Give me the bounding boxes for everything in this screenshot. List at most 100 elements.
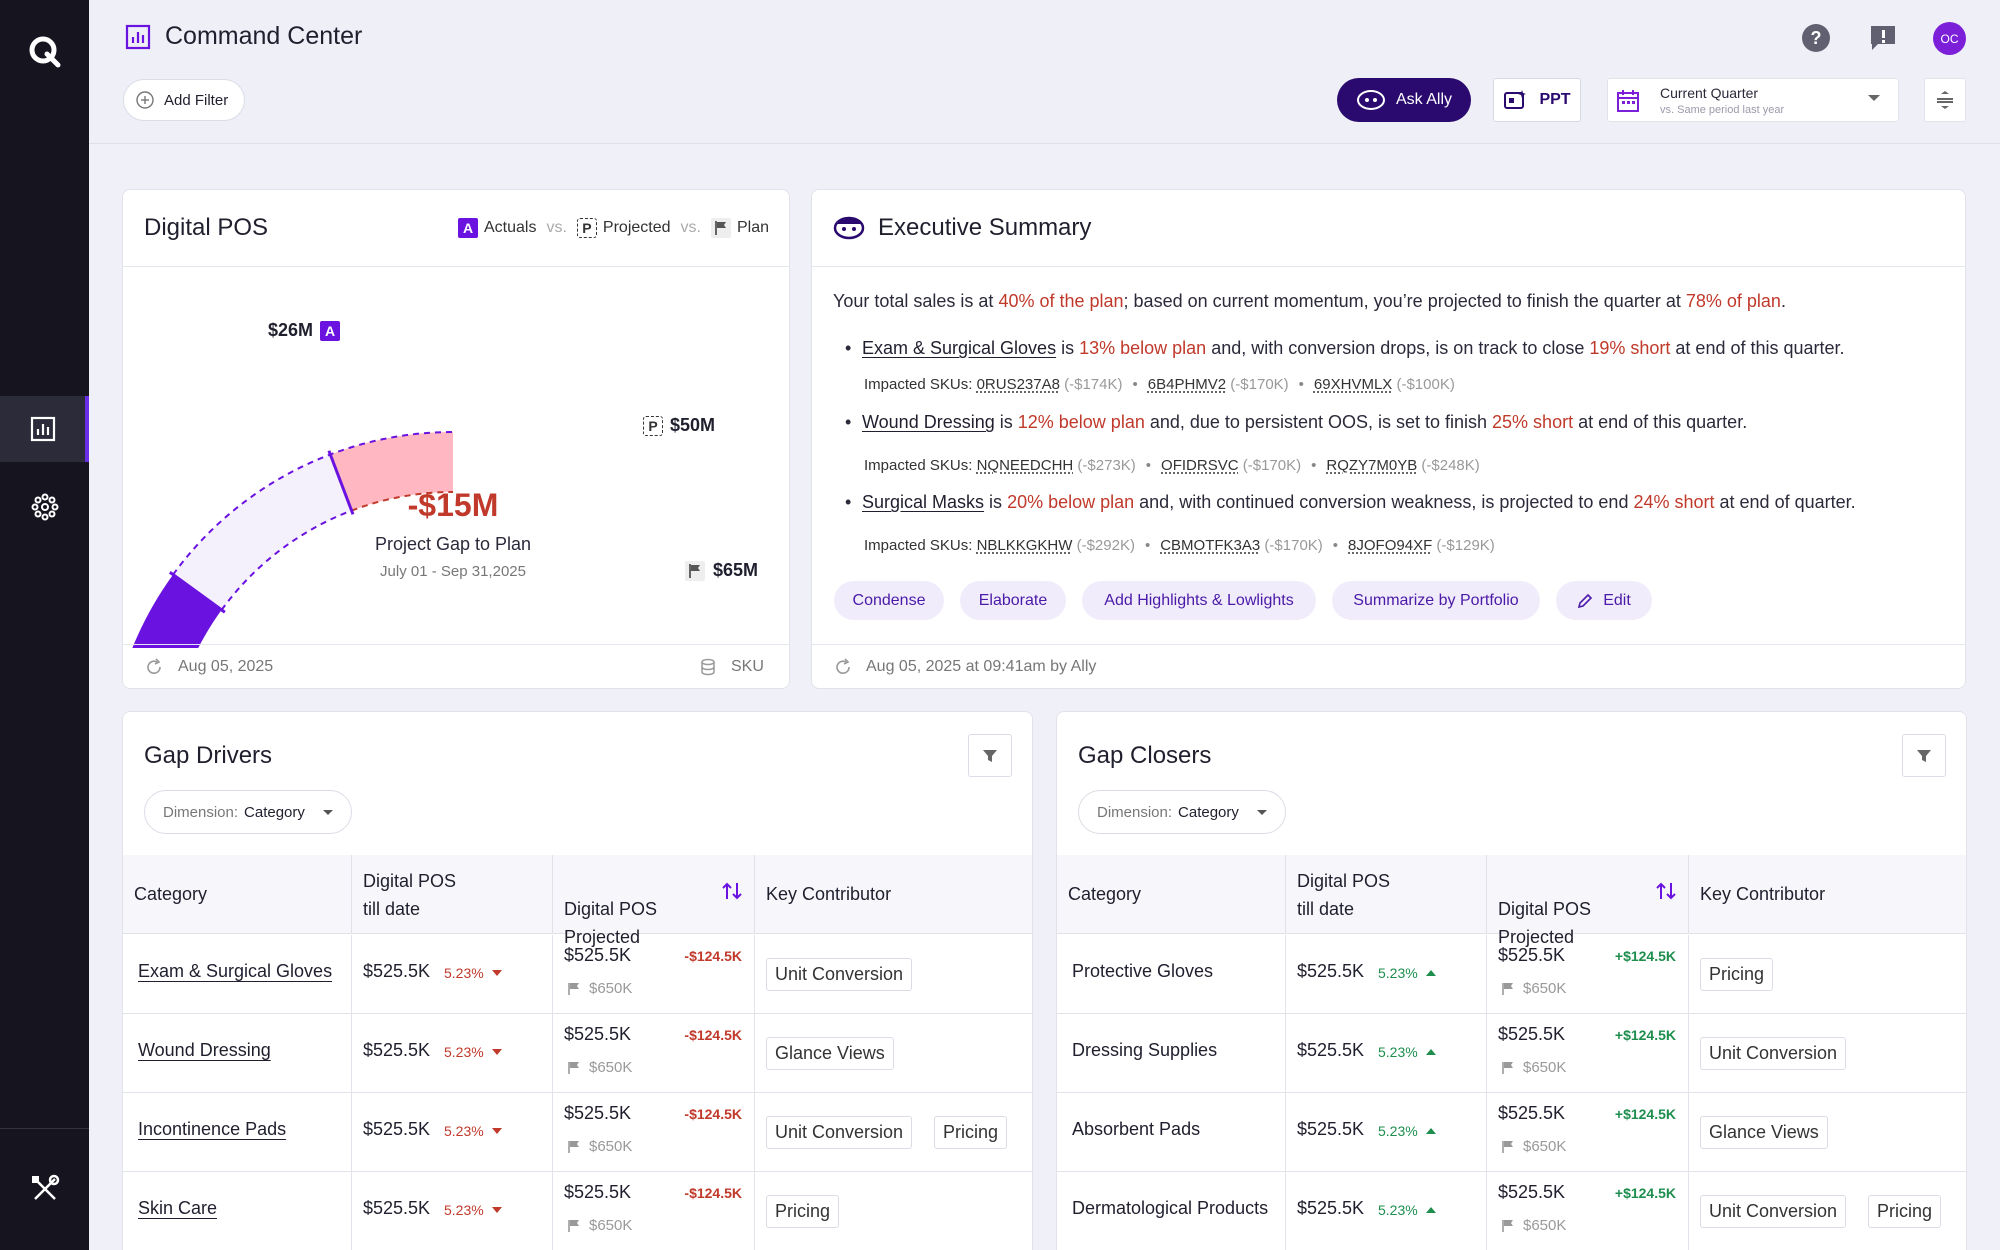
key-contributor-tag[interactable]: Unit Conversion bbox=[766, 1116, 913, 1149]
change-percent: 5.23% bbox=[1378, 1202, 1436, 1218]
plus-circle-icon bbox=[136, 91, 154, 109]
key-contributor-tag[interactable]: Glance Views bbox=[1700, 1116, 1828, 1149]
category-link[interactable]: Surgical Masks bbox=[862, 492, 985, 512]
sku-link[interactable]: 0RUS237A8 bbox=[976, 376, 1060, 393]
plan-target: $650K bbox=[567, 1217, 632, 1234]
key-contributor-tag[interactable]: Pricing bbox=[1868, 1195, 1942, 1228]
category-name: Absorbent Pads bbox=[1072, 1119, 1201, 1139]
density-settings-button[interactable] bbox=[1924, 78, 1966, 122]
highlights-button[interactable]: Add Highlights & Lowlights bbox=[1082, 581, 1316, 620]
condense-button[interactable]: Condense bbox=[834, 581, 944, 620]
sku-link[interactable]: NQNEEDCHH bbox=[976, 457, 1074, 474]
key-contributor-tag[interactable]: Unit Conversion bbox=[766, 958, 913, 991]
date-range: July 01 - Sep 31,2025 bbox=[380, 563, 526, 580]
app-logo[interactable] bbox=[25, 32, 65, 72]
legend-vs: vs. bbox=[546, 219, 567, 236]
calendar-icon bbox=[1617, 90, 1639, 112]
svg-text:?: ? bbox=[1811, 28, 1822, 48]
gap-delta: -$124.5K bbox=[684, 948, 742, 964]
gap-delta: +$124.5K bbox=[1614, 1185, 1676, 1201]
plan-target: $650K bbox=[1501, 1217, 1566, 1234]
feedback-button[interactable] bbox=[1867, 22, 1899, 54]
column-header-sortable[interactable]: Digital POS Projected bbox=[553, 855, 755, 947]
projected-cell: $525.5K +$124.5K $650K bbox=[1487, 1093, 1689, 1172]
trend-down-icon bbox=[491, 1128, 502, 1134]
till-date-value: $525.5K bbox=[1297, 1198, 1365, 1218]
sku-impact: (-$170K) bbox=[1264, 537, 1323, 554]
table-row[interactable]: Absorbent Pads $525.5K 5.23% $525.5K +$1… bbox=[1057, 1093, 1966, 1172]
change-percent: 5.23% bbox=[444, 1123, 502, 1139]
filter-button[interactable] bbox=[1902, 734, 1946, 777]
category-name[interactable]: Exam & Surgical Gloves bbox=[138, 961, 333, 981]
till-date-value: $525.5K bbox=[1297, 1040, 1365, 1060]
table-row[interactable]: Exam & Surgical Gloves $525.5K 5.23% $52… bbox=[123, 935, 1032, 1014]
projected-value: $525.5K bbox=[1498, 945, 1566, 965]
category-name[interactable]: Wound Dressing bbox=[138, 1040, 271, 1060]
table-row[interactable]: Incontinence Pads $525.5K 5.23% $525.5K … bbox=[123, 1093, 1032, 1172]
table-row[interactable]: Dermatological Products $525.5K 5.23% $5… bbox=[1057, 1172, 1966, 1250]
bullet-highlight: 24% short bbox=[1633, 492, 1715, 512]
plan-label: $65M bbox=[685, 560, 758, 581]
key-contributor-tag[interactable]: Unit Conversion bbox=[1700, 1037, 1847, 1070]
nav-network[interactable] bbox=[0, 474, 89, 540]
help-icon: ? bbox=[1802, 24, 1830, 52]
plan-value: $650K bbox=[589, 980, 633, 997]
table-row[interactable]: Dressing Supplies $525.5K 5.23% $525.5K … bbox=[1057, 1014, 1966, 1093]
change-percent: 5.23% bbox=[444, 1044, 502, 1060]
change-percent: 5.23% bbox=[1378, 1044, 1436, 1060]
gap-delta: -$124.5K bbox=[684, 1027, 742, 1043]
sku-link[interactable]: 6B4PHMV2 bbox=[1147, 376, 1227, 393]
presentation-icon bbox=[1504, 90, 1527, 109]
category-name[interactable]: Incontinence Pads bbox=[138, 1119, 287, 1139]
table-row[interactable]: Wound Dressing $525.5K 5.23% $525.5K -$1… bbox=[123, 1014, 1032, 1093]
key-contributor-tag[interactable]: Unit Conversion bbox=[1700, 1195, 1847, 1228]
plan-target: $650K bbox=[1501, 1138, 1566, 1155]
summarize-portfolio-button[interactable]: Summarize by Portfolio bbox=[1332, 581, 1540, 620]
summary-intro: Your total sales is at 40% of the plan; … bbox=[833, 288, 1945, 314]
refresh-icon bbox=[836, 658, 850, 674]
table-row[interactable]: Protective Gloves $525.5K 5.23% $525.5K … bbox=[1057, 935, 1966, 1014]
intro-highlight: 40% of the plan bbox=[998, 291, 1124, 311]
add-filter-button[interactable]: Add Filter bbox=[123, 79, 246, 121]
sku-link[interactable]: OFIDRSVC bbox=[1161, 457, 1239, 474]
sku-link[interactable]: CBMOTFK3A3 bbox=[1160, 537, 1261, 554]
key-contributor-tag[interactable]: Pricing bbox=[766, 1195, 840, 1228]
sku-link[interactable]: 69XHVMLX bbox=[1313, 376, 1393, 393]
category-name[interactable]: Skin Care bbox=[138, 1198, 218, 1218]
sku-link[interactable]: NBLKKGKHW bbox=[976, 537, 1073, 554]
sort-icon[interactable] bbox=[1656, 881, 1676, 901]
elaborate-button[interactable]: Elaborate bbox=[960, 581, 1066, 620]
dimension-select[interactable]: Dimension: Category bbox=[144, 790, 352, 834]
column-header-sortable[interactable]: Digital POS Projected bbox=[1487, 855, 1689, 947]
sort-icon[interactable] bbox=[722, 881, 742, 901]
ask-ally-button[interactable]: Ask Ally bbox=[1337, 78, 1471, 122]
dimension-select[interactable]: Dimension: Category bbox=[1078, 790, 1286, 834]
category-link[interactable]: Exam & Surgical Gloves bbox=[862, 338, 1057, 358]
till-date-cell: $525.5K 5.23% bbox=[1286, 1093, 1487, 1172]
filter-button[interactable] bbox=[968, 734, 1012, 777]
edit-button[interactable]: Edit bbox=[1556, 581, 1652, 620]
chevron-down-icon bbox=[1256, 809, 1267, 815]
table-row[interactable]: Skin Care $525.5K 5.23% $525.5K -$124.5K… bbox=[123, 1172, 1032, 1250]
till-date-cell: $525.5K 5.23% bbox=[352, 1172, 553, 1250]
category-cell: Dressing Supplies bbox=[1057, 1014, 1286, 1093]
key-contributor-tag[interactable]: Pricing bbox=[934, 1116, 1008, 1149]
column-header: Category bbox=[123, 855, 352, 934]
key-contributor-tag[interactable]: Pricing bbox=[1700, 958, 1774, 991]
projected-value: $525.5K bbox=[564, 1182, 632, 1202]
chevron-down-icon bbox=[322, 809, 333, 815]
sku-link[interactable]: RQZY7M0YB bbox=[1326, 457, 1418, 474]
nav-tools[interactable] bbox=[0, 1156, 89, 1222]
separator-dot: • bbox=[1311, 457, 1317, 474]
key-contributor-tag[interactable]: Glance Views bbox=[766, 1037, 894, 1070]
category-link[interactable]: Wound Dressing bbox=[862, 412, 995, 432]
ppt-button[interactable]: PPT bbox=[1493, 78, 1581, 122]
period-select[interactable]: Current Quarter vs. Same period last yea… bbox=[1607, 78, 1899, 122]
help-button[interactable]: ? bbox=[1800, 22, 1832, 54]
user-avatar[interactable]: OC bbox=[1933, 22, 1966, 55]
category-cell: Dermatological Products bbox=[1057, 1172, 1286, 1250]
flag-icon bbox=[568, 1140, 579, 1153]
projection-inner-arc bbox=[220, 509, 352, 611]
nav-dashboard[interactable] bbox=[0, 396, 89, 462]
sku-link[interactable]: 8JOFO94XF bbox=[1348, 537, 1433, 554]
